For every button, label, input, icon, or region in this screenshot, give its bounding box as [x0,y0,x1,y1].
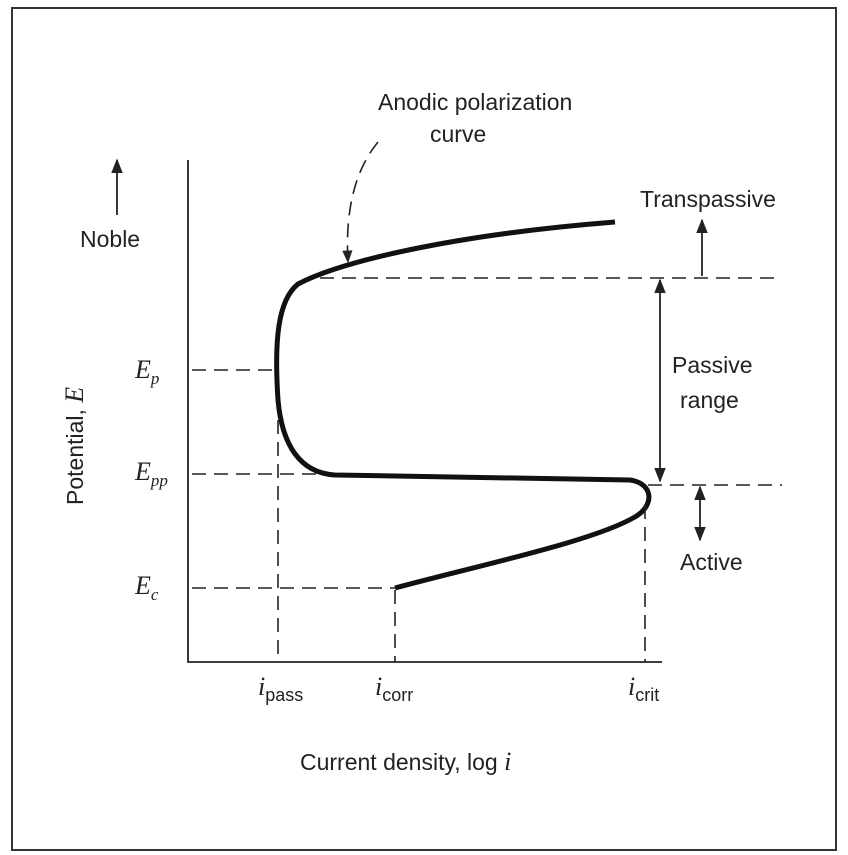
x-axis-label: Current density, log i [300,747,511,776]
potential-label: Ep [134,355,159,388]
frame [11,7,837,851]
current-label: icrit [628,672,659,705]
noble-label: Noble [80,226,140,252]
potential-label: Epp [134,457,168,490]
y-axis-label: Potential, E [60,387,89,505]
potential-label: Ec [134,571,159,604]
polarization-curve [274,219,652,591]
current-label: ipass [258,672,303,705]
guide-lines [192,277,782,662]
curve-pointer [342,141,379,264]
passive-label: range [680,387,739,413]
active-label: Active [680,549,743,575]
curve-label: curve [430,121,486,147]
axes [187,160,662,663]
passive-label: Passive [672,352,753,378]
current-label: icorr [375,672,413,705]
transpassive-label: Transpassive [640,186,776,212]
curve-label: Anodic polarization [378,89,572,115]
